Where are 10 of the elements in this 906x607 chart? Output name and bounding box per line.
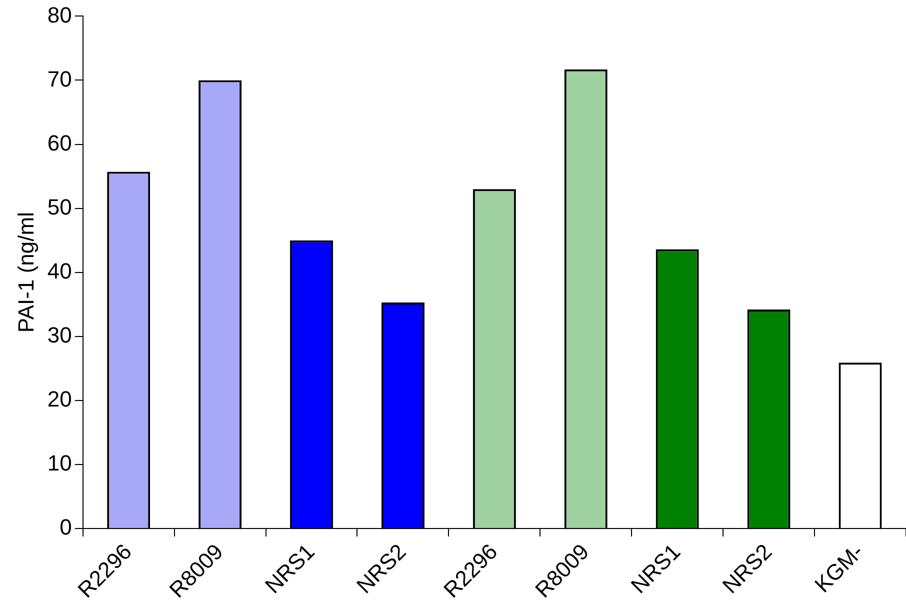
y-tick-label: 80	[47, 2, 72, 28]
y-tick-label: 40	[47, 258, 72, 284]
y-tick-label: 60	[47, 130, 72, 156]
y-axis-title: PAI-1 (ng/ml	[13, 212, 38, 333]
y-tick-label: 30	[47, 322, 72, 348]
y-tick-label: 70	[47, 66, 72, 92]
y-tick-label: 50	[47, 194, 72, 220]
y-tick-label: 20	[47, 386, 72, 412]
y-tick-label: 10	[47, 450, 72, 476]
y-tick-label: 0	[60, 514, 72, 540]
